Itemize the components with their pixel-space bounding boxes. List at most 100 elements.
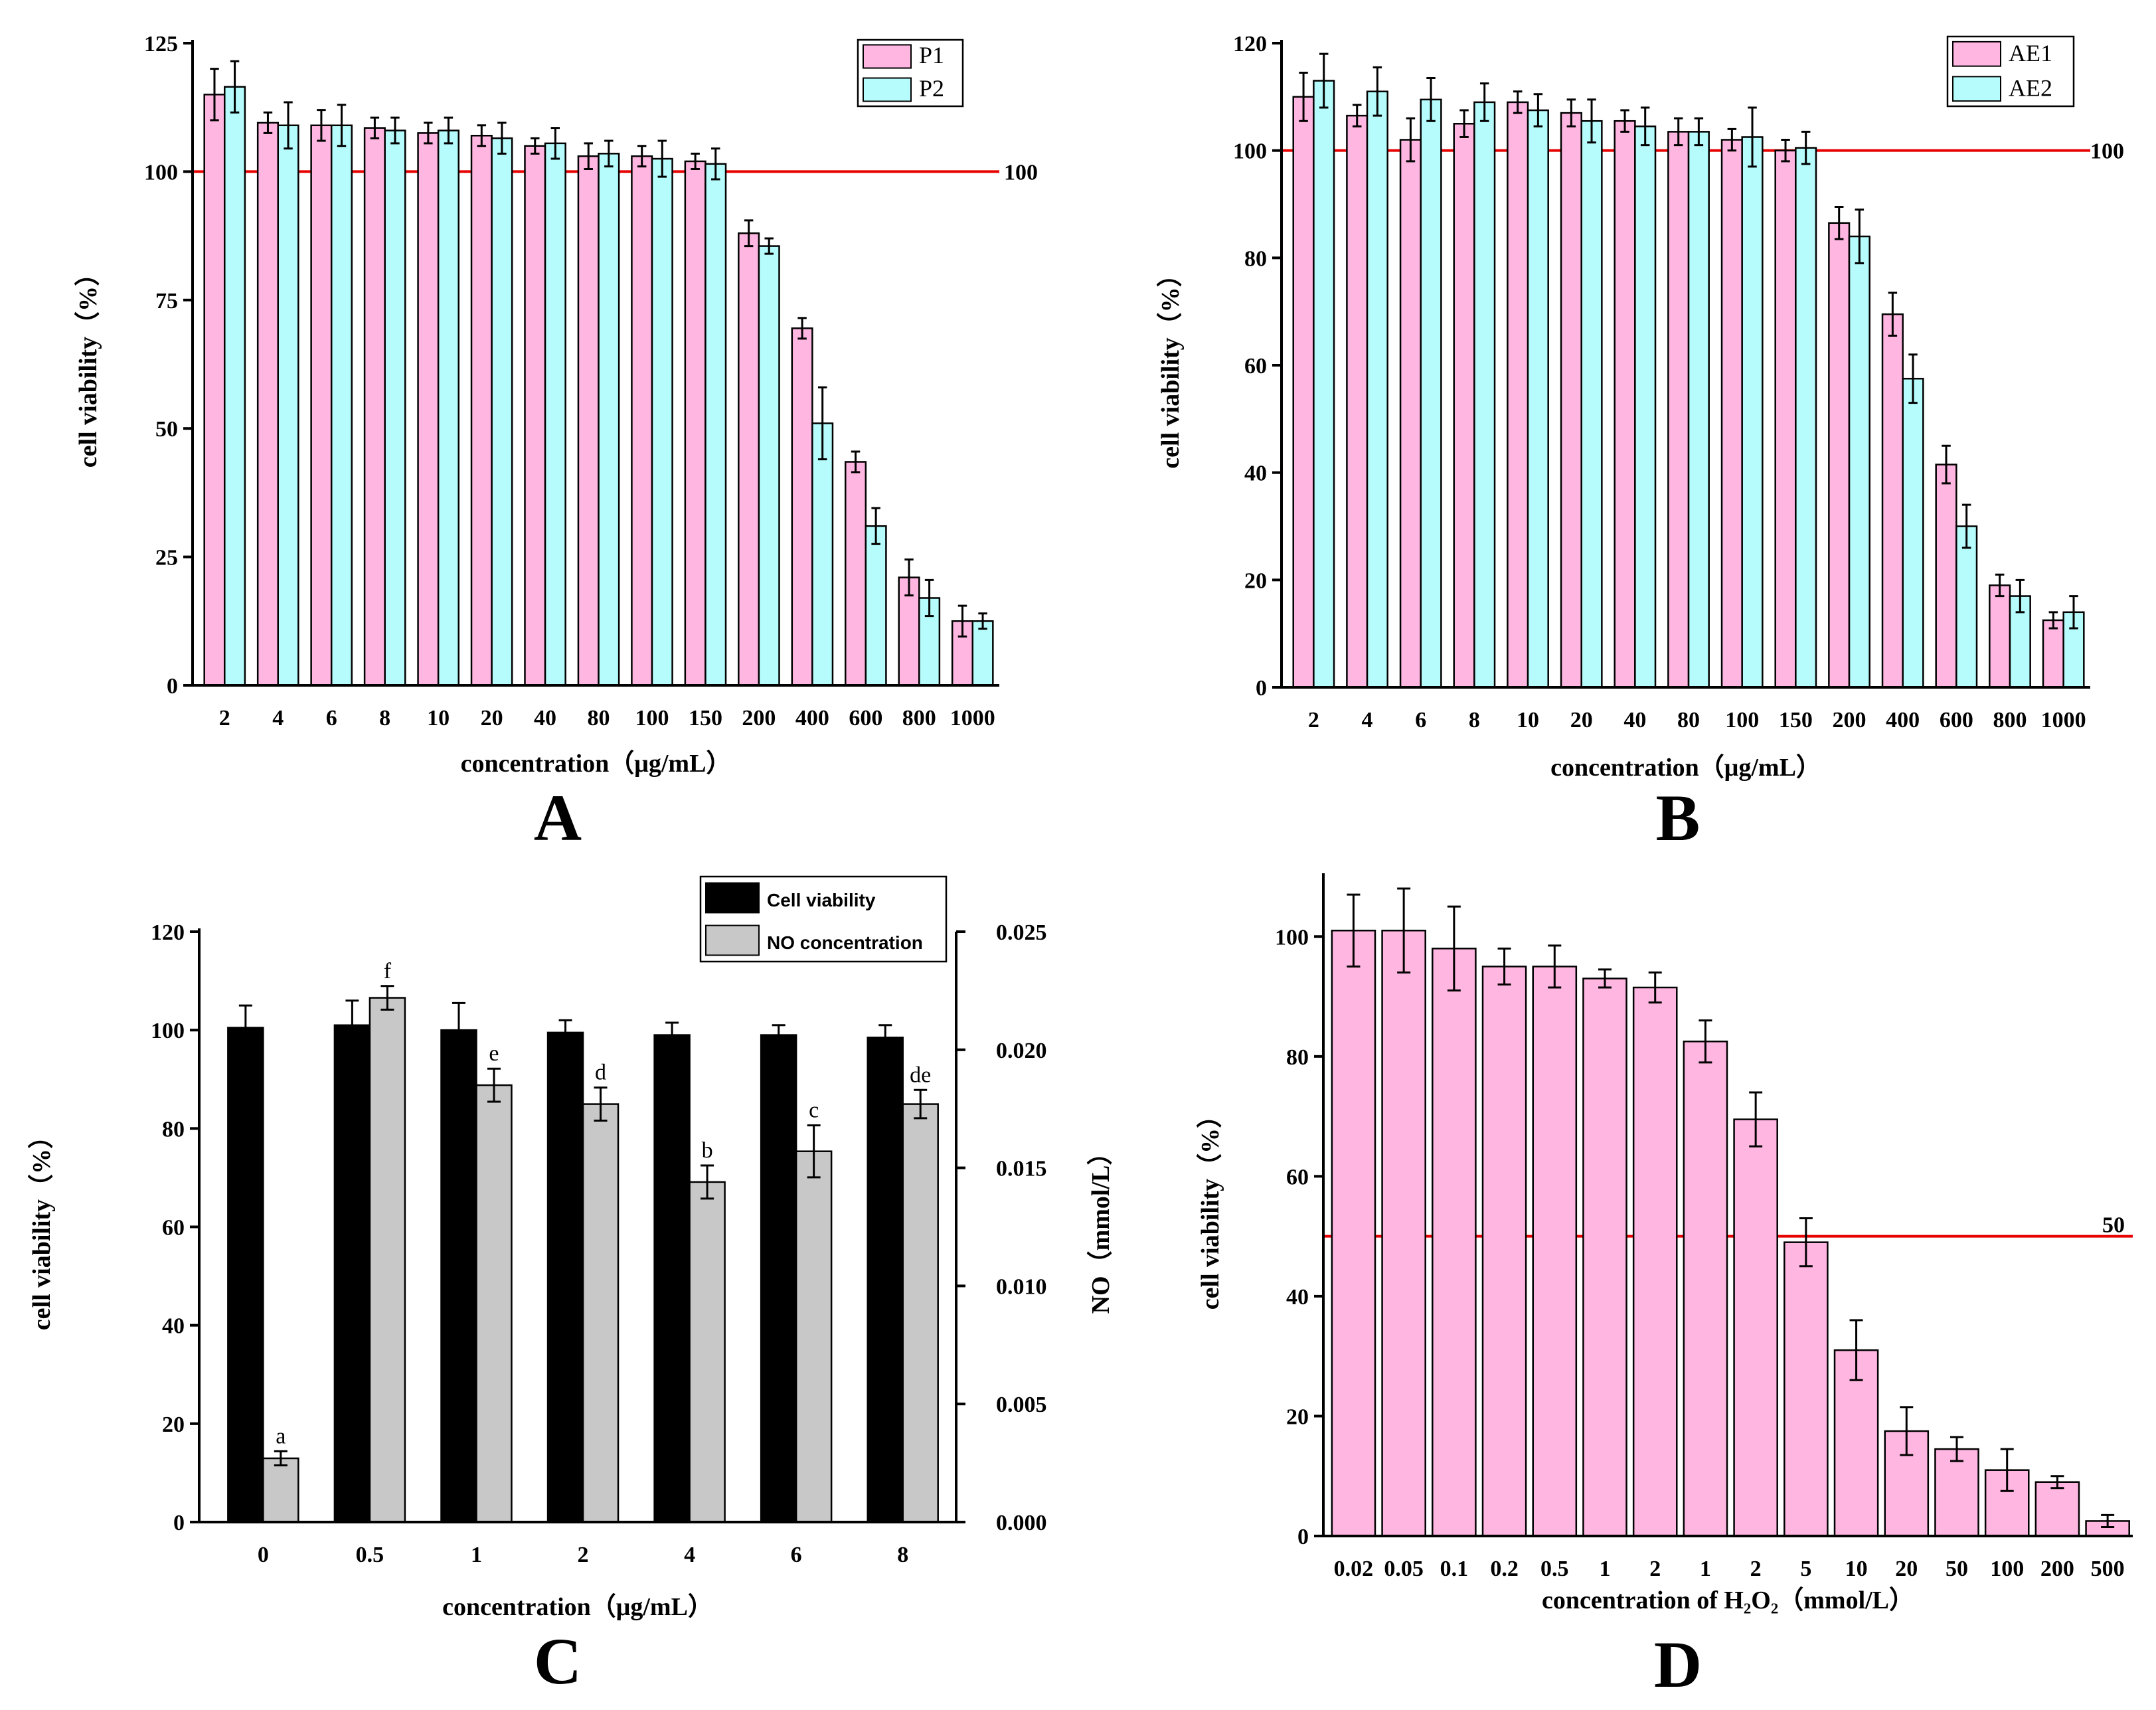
panel-b-bar-0-8 — [1720, 139, 1743, 689]
panel-a-xtick-label-8: 100 — [635, 706, 669, 730]
panel-a-errorbar-1-13 — [924, 578, 934, 618]
panel-d-xtick-label-10: 10 — [1845, 1557, 1868, 1581]
panel-b-errorbar-1-7 — [1694, 117, 1704, 147]
panel-b-errorbar-0-10 — [1834, 206, 1844, 240]
panel-d-bar-0-0 — [1331, 929, 1376, 1537]
panel-d-xtick-label-8: 2 — [1750, 1557, 1762, 1581]
panel-d-bar-0-2 — [1432, 948, 1477, 1537]
panel-a-bar-0-12 — [845, 461, 867, 687]
panel-b-errorbar-1-1 — [1372, 66, 1382, 117]
panel-c-y2tick-label-3: 0.015 — [996, 1157, 1047, 1181]
panel-c-legend-label-1: NO concentration — [767, 932, 923, 953]
panel-a-xtick-label-6: 40 — [534, 706, 556, 730]
panel-a-bar-0-7 — [577, 155, 600, 687]
panel-b-ytick-label-5: 100 — [1233, 139, 1267, 164]
panel-c-bar-1-0 — [262, 1457, 299, 1523]
panel-a-errorbar-0-1 — [263, 111, 273, 134]
panel-c-legend-swatch-0 — [705, 882, 760, 914]
panel-a-bar-1-10 — [758, 245, 780, 687]
panel-b-ytick-label-1: 20 — [1244, 568, 1267, 593]
panel-a-errorbar-0-10 — [744, 219, 754, 248]
panel-c-y2-axis-title: NO（mmol/L） — [1087, 1140, 1115, 1314]
panel-b-xtick-label-11: 400 — [1886, 708, 1920, 732]
panel-d-xtick-label-14: 200 — [2040, 1557, 2074, 1581]
panel-c-ytick-label-1: 20 — [162, 1412, 185, 1437]
panel-b-errorbar-1-3 — [1479, 82, 1489, 122]
panel-a-bar-1-8 — [651, 157, 673, 687]
panel-d-errorbar-0-15 — [2101, 1513, 2115, 1528]
panel-b-errorbar-1-12 — [1961, 503, 1971, 549]
panel-c-xtick-label-2: 1 — [471, 1543, 482, 1567]
panel-a-bar-1-5 — [491, 137, 513, 687]
panel-c-xtick-label-5: 6 — [791, 1543, 802, 1567]
panel-c-bar-0-1 — [333, 1024, 371, 1523]
panel-b-xtick-label-7: 80 — [1677, 708, 1700, 732]
panel-b-y-axis-title: cell viability（%） — [1157, 262, 1185, 468]
panel-b-ytick-label-3: 60 — [1244, 354, 1267, 379]
panel-a-x-axis-title: concentration（μg/mL） — [461, 750, 732, 778]
panel-c-ytick-label-3: 60 — [162, 1216, 185, 1240]
panel-a-bar-0-0 — [203, 94, 226, 687]
panel-d-errorbar-0-7 — [1699, 1019, 1712, 1064]
panel-c-errorbar-1-5 — [807, 1124, 821, 1179]
panel-c-bar-1-1 — [369, 997, 406, 1523]
panel-b-errorbar-0-3 — [1459, 109, 1469, 138]
panel-b-legend-swatch-1 — [1952, 76, 2001, 102]
panel-b-errorbar-1-8 — [1748, 106, 1757, 168]
panel-c-bar-0-6 — [867, 1037, 904, 1523]
panel-d-y-axis-title: cell viability（%） — [1197, 1103, 1224, 1310]
panel-b-xtick-label-8: 100 — [1725, 708, 1759, 732]
panel-b-bar-0-6 — [1614, 120, 1636, 689]
panel-b-errorbar-1-10 — [1855, 209, 1865, 264]
panel-a-bar-1-14 — [971, 620, 994, 687]
panel-b-errorbar-0-11 — [1888, 292, 1898, 337]
panel-d-errorbar-0-3 — [1497, 947, 1511, 985]
panel-a-ytick-label-2: 50 — [155, 417, 178, 442]
panel-c-bar-1-3 — [582, 1103, 620, 1523]
panel-b-bar-0-2 — [1399, 139, 1422, 689]
panel-c-errorbar-0-0 — [238, 1004, 252, 1051]
panel-d-bar-0-3 — [1481, 966, 1527, 1537]
panel-b-x-axis-title: concentration（μg/mL） — [1550, 754, 1821, 782]
panel-a-errorbar-0-12 — [851, 450, 861, 473]
panel-d-xtick-label-0: 0.02 — [1334, 1557, 1374, 1581]
panel-d-errorbar-0-4 — [1548, 944, 1562, 989]
panel-b-errorbar-0-13 — [1995, 573, 2005, 598]
panel-c-xtick-label-1: 0.5 — [356, 1543, 384, 1567]
panel-d-errorbar-0-11 — [1900, 1406, 1914, 1456]
panel-c-y-axis-title: cell viability（%） — [28, 1124, 56, 1330]
panel-b-errorbar-1-2 — [1426, 77, 1436, 122]
panel-a-errorbar-1-10 — [764, 237, 774, 255]
panel-d-ytick-label-5: 100 — [1275, 925, 1309, 950]
panel-b-ytick-label-4: 80 — [1244, 246, 1267, 271]
panel-d-ytick-label-3: 60 — [1286, 1165, 1309, 1189]
panel-b-bar-0-9 — [1774, 149, 1797, 689]
panel-c-bar-0-4 — [653, 1034, 691, 1523]
panel-c-errorbar-0-1 — [345, 999, 359, 1051]
panel-d-bar-0-6 — [1632, 986, 1678, 1537]
panel-b-errorbar-1-9 — [1801, 130, 1811, 165]
panel-b-bar-0-10 — [1828, 222, 1851, 689]
panel-b-bar-1-8 — [1741, 136, 1764, 689]
panel-b-legend-label-0: AE1 — [2009, 40, 2052, 66]
panel-c-y2tick-label-0: 0.000 — [996, 1511, 1047, 1535]
panel-a-xtick-label-7: 80 — [588, 706, 610, 730]
panel-b-bar-1-2 — [1420, 98, 1442, 689]
panel-d-errorbar-0-14 — [2050, 1475, 2064, 1490]
panel-d-errorbar-0-2 — [1447, 905, 1461, 992]
panel-c-sig-letter-5: c — [809, 1098, 819, 1123]
panel-a-xtick-label-1: 4 — [272, 706, 284, 730]
panel-b-legend-swatch-0 — [1952, 41, 2001, 67]
panel-a-errorbar-1-9 — [711, 147, 720, 181]
panel-b-xtick-label-3: 8 — [1469, 708, 1480, 732]
panel-b-xtick-label-10: 200 — [1833, 708, 1866, 732]
panel-b-bar-1-3 — [1473, 101, 1496, 689]
panel-b-xtick-label-9: 150 — [1779, 708, 1813, 732]
panel-c-xtick-label-0: 0 — [258, 1543, 269, 1567]
panel-b-errorbar-1-5 — [1587, 98, 1596, 144]
panel-a-errorbar-0-3 — [370, 116, 380, 139]
panel-d-ytick-label-4: 80 — [1286, 1045, 1309, 1070]
panel-a-xtick-label-5: 20 — [481, 706, 503, 730]
panel-d-xtick-label-6: 2 — [1649, 1557, 1661, 1581]
